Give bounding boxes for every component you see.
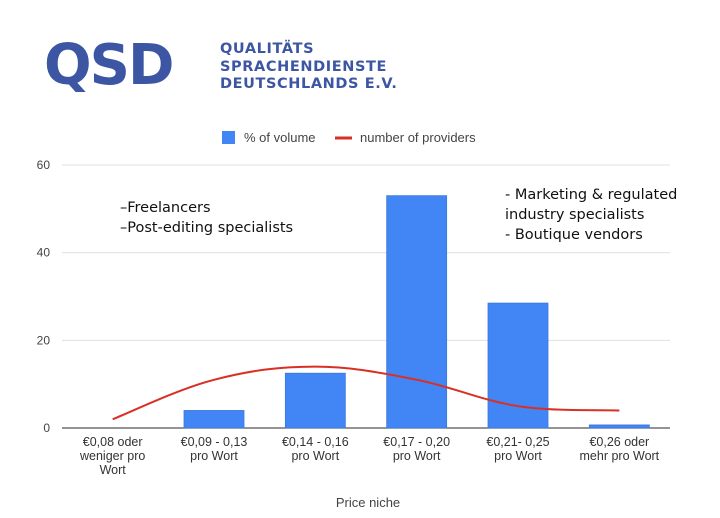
x-tick-label: €0,21- 0,25 pro Wort: [486, 435, 549, 463]
legend-swatch-bar: [222, 131, 235, 144]
legend-label-bar: % of volume: [244, 130, 316, 145]
logo-wordmark: QUALITÄTS SPRACHENDIENSTE DEUTSCHLANDS E…: [220, 41, 397, 94]
y-tick-label: 0: [43, 421, 50, 435]
logo-mark-text: QSD: [44, 36, 172, 96]
logo-line-3: DEUTSCHLANDS E.V.: [220, 76, 398, 92]
y-tick-label: 60: [37, 158, 51, 172]
annotation-right-line-3: - Boutique vendors: [505, 227, 643, 243]
annotation-right: - Marketing & regulated industry special…: [505, 185, 677, 245]
annotation-left-line-2: –Post-editing specialists: [120, 220, 294, 236]
annotation-left: –Freelancers –Post-editing specialists: [120, 198, 293, 238]
annotation-left-line-1: –Freelancers: [120, 200, 211, 216]
bar: [183, 410, 245, 429]
legend-label-line: number of providers: [360, 130, 476, 145]
bar: [386, 195, 448, 429]
x-axis-title: Price niche: [336, 495, 400, 510]
x-tick-label: €0,08 oder weniger pro Wort: [79, 435, 145, 477]
x-tick-label: €0,14 - 0,16 pro Wort: [282, 435, 349, 463]
annotation-right-line-2: industry specialists: [505, 207, 645, 223]
qsd-logo: QSD: [44, 33, 404, 98]
bar: [487, 302, 549, 429]
x-tick-label: €0,26 oder mehr pro Wort: [580, 435, 660, 463]
x-tick-label: €0,09 - 0,13 pro Wort: [181, 435, 248, 463]
providers-line: [112, 365, 620, 421]
annotation-right-line-1: - Marketing & regulated: [505, 187, 678, 203]
y-tick-label: 20: [37, 333, 51, 347]
y-tick-label: 40: [37, 246, 51, 260]
bar: [284, 372, 346, 429]
x-tick-label: €0,17 - 0,20 pro Wort: [383, 435, 450, 463]
bar: [588, 424, 650, 429]
qsd-logo-mark: QSD: [44, 33, 174, 98]
logo-line-1: QUALITÄTS: [220, 41, 315, 57]
logo-line-2: SPRACHENDIENSTE: [220, 58, 387, 75]
